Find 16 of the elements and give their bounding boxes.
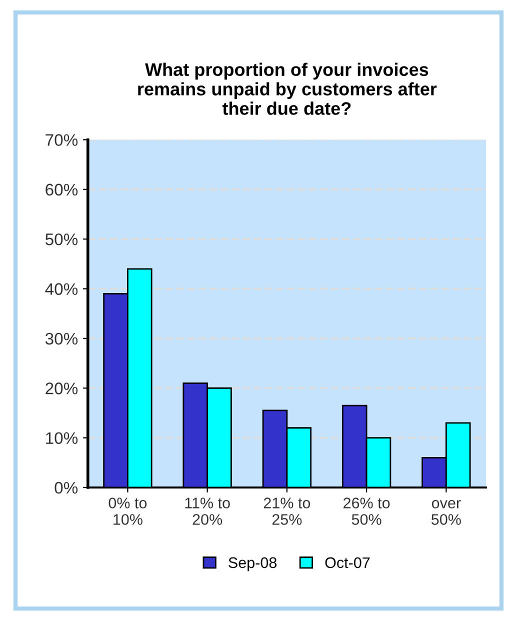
y-tick-label: 0% <box>54 482 78 494</box>
y-tick-label: 70% <box>46 134 78 146</box>
x-tick-label: 21% to 25% <box>264 498 310 525</box>
y-tick-label: 40% <box>45 283 78 295</box>
legend-label: Sep-08 <box>228 557 277 572</box>
y-tick-label: 50% <box>45 233 78 246</box>
y-tick-label: 20% <box>46 382 78 394</box>
x-tick-label: 26% to 50% <box>344 498 390 525</box>
y-tick-label: 60% <box>46 184 78 196</box>
x-tick-label: 11% to 20% <box>185 498 230 525</box>
y-tick-label: 30% <box>45 332 78 345</box>
x-tick-label: over 50% <box>431 500 461 525</box>
y-tick-label: 10% <box>46 432 78 444</box>
chart-title: What proportion of your invoices remains unpaid by customers after their due date? <box>138 62 437 115</box>
legend-label: Oct-07 <box>325 557 370 568</box>
x-tick-label: 0% to 10% <box>108 498 147 525</box>
